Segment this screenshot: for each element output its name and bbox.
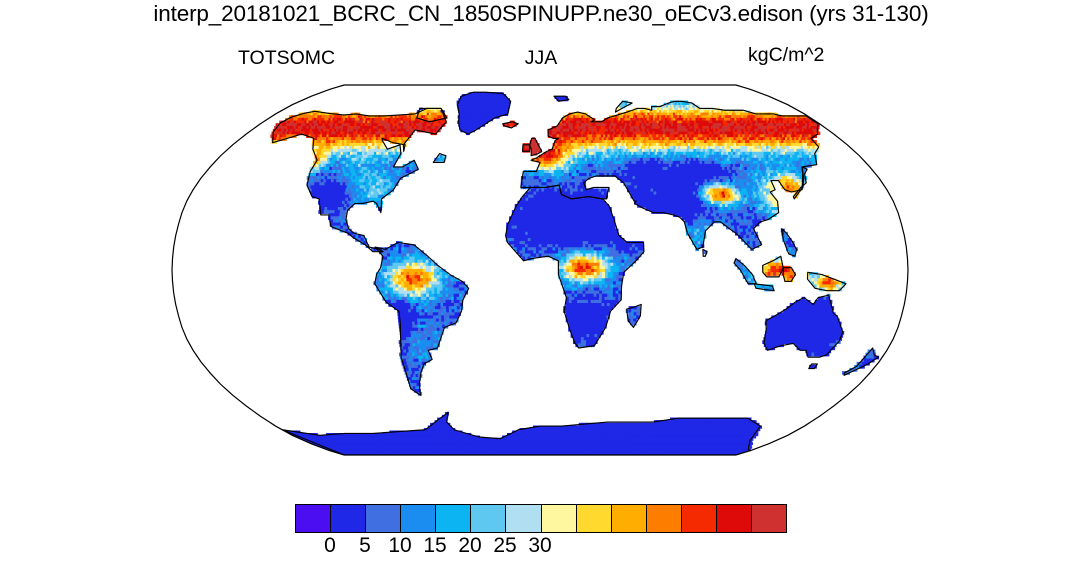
coastline-svalbard [553,95,570,102]
colorbar-cell-8[interactable] [576,505,612,532]
coastline-australia [763,294,844,358]
coastline-namerica [272,107,447,253]
page-title: interp_20181021_BCRC_CN_1850SPINUPP.ne30… [153,1,929,26]
season-label: JJA [524,47,558,69]
colorbar-cell-0[interactable] [296,505,332,532]
colorbar-cell-2[interactable] [366,505,402,532]
coastline-ireland [521,144,531,152]
world-map [170,74,910,466]
coastline-greenland [456,91,512,135]
coastline-philippines [781,228,798,257]
colorbar[interactable] [295,504,787,533]
colorbar-tick-5: 5 [359,534,371,557]
colorbar-cell-9[interactable] [611,505,647,532]
coastline-outlines [272,91,880,455]
coastline-borneo [762,255,784,278]
colorbar-cell-3[interactable] [401,505,437,532]
colorbar-cell-11[interactable] [681,505,717,532]
coastline-java [753,283,775,292]
colorbar-tick-10: 10 [388,534,412,557]
units-label: kgC/m^2 [748,44,825,66]
coastline-novaya [614,100,633,113]
colorbar-tick-30: 30 [528,534,552,557]
coastline-tasmania [808,363,818,370]
coastline-newfoundland [432,152,447,164]
colorbar-cell-13[interactable] [752,505,787,532]
map-boundary [171,84,909,456]
coastline-nz [843,347,880,376]
colorbar-tick-labels: 0 5 10 15 20 25 30 [295,533,785,561]
coastline-sumatra [733,257,757,285]
coastline-madagascar [626,303,642,328]
raster-cell-group [270,92,880,455]
robinson-map-svg [171,84,909,456]
coastline-sulawesi [782,267,796,283]
colorbar-tick-20: 20 [458,534,482,557]
coastline-samerica [374,241,470,396]
colorbar-cell-4[interactable] [436,505,472,532]
coastline-japan [792,166,808,200]
coastline-antarctica [281,411,761,455]
colorbar-cell-1[interactable] [331,505,367,532]
colorbar-tick-15: 15 [423,534,447,557]
colorbar-tick-25: 25 [493,534,517,557]
colorbar-cell-5[interactable] [471,505,507,532]
variable-label: TOTSOMC [238,47,336,69]
colorbar-cell-7[interactable] [541,505,577,532]
colorbar-cell-6[interactable] [506,505,542,532]
data-raster [172,85,908,455]
coastline-iceland [502,121,519,129]
colorbar-tick-0: 0 [324,534,336,557]
coastline-baffin [416,107,448,123]
coastline-britain [529,137,543,157]
coastline-newguinea [806,271,847,292]
coastline-srilanka [702,248,708,257]
colorbar-cell-10[interactable] [646,505,682,532]
colorbar-cell-12[interactable] [716,505,753,532]
